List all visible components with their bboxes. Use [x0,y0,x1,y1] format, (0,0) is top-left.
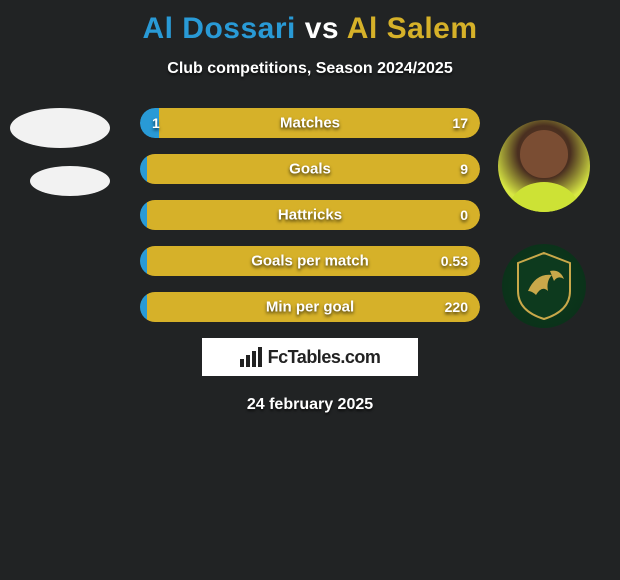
bar-right-fill [147,246,480,276]
stat-bars: 117Matches 9Goals 0Hattricks 0.53Goals per … [140,108,480,322]
bar-chart-icon [240,347,262,367]
bar-right-fill [147,200,480,230]
bar-right-fill [147,292,480,322]
bar-right-fill [147,154,480,184]
bar-right-fill [159,108,480,138]
player2-club-logo [502,244,586,328]
player2-name: Al Salem [347,12,478,45]
comparison-stage: 117Matches 9Goals 0Hattricks 0.53Goals per … [0,108,620,322]
stat-row: 0.53Goals per match [140,246,480,276]
footer-date: 24 february 2025 [0,396,620,414]
club-crest-icon [514,251,574,321]
bar-left-fill [140,200,147,230]
brand-badge: FcTables.com [202,338,418,376]
brand-text: FcTables.com [268,347,381,368]
bar-left-fill [140,154,147,184]
comparison-title: Al Dossari vs Al Salem [0,0,620,46]
stat-row: 9Goals [140,154,480,184]
player1-club-placeholder [30,166,110,196]
stat-row: 0Hattricks [140,200,480,230]
bar-left-fill [140,108,159,138]
bar-left-fill [140,292,147,322]
stat-row: 220Min per goal [140,292,480,322]
stat-row: 117Matches [140,108,480,138]
player1-photo-placeholder [10,108,110,148]
bar-left-fill [140,246,147,276]
player2-photo [498,120,590,212]
vs-separator: vs [305,12,339,45]
player1-name: Al Dossari [142,12,295,45]
subtitle: Club competitions, Season 2024/2025 [0,60,620,78]
